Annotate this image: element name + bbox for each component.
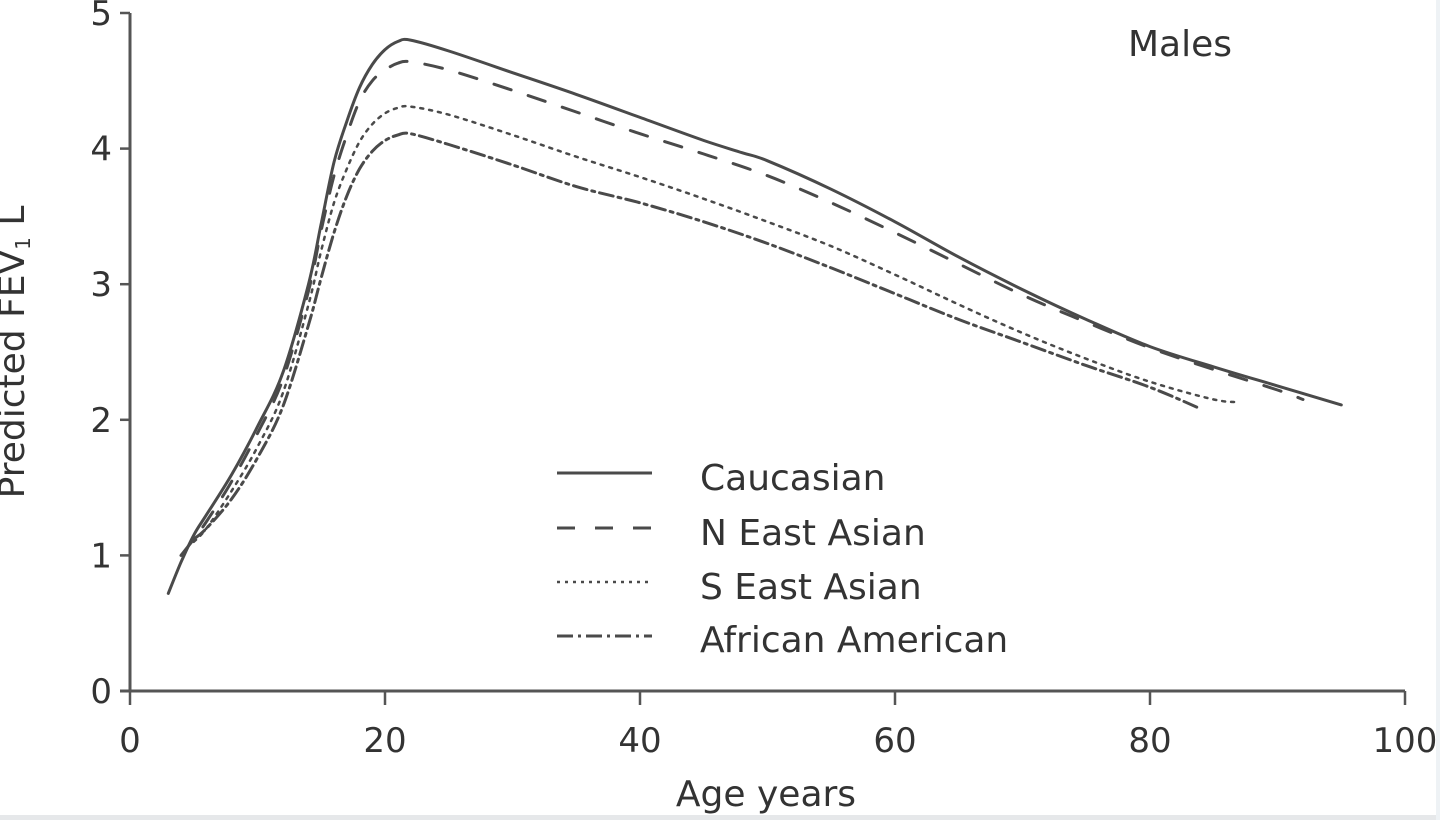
y-tick-label: 5 [90, 0, 112, 34]
series-line-african-american [192, 131, 1203, 541]
legend: Caucasian N East Asian S East Asian Afri… [557, 458, 1008, 661]
x-axis-title: Age years [676, 774, 856, 815]
y-axis-title-subscript: 1 [11, 237, 35, 250]
legend-item-african-american: African American [557, 620, 1008, 661]
x-ticks: 0 20 40 60 80 100 [119, 691, 1437, 761]
legend-item-s-east-asian: S East Asian [557, 567, 922, 608]
legend-label: S East Asian [700, 567, 922, 608]
y-tick-label: 3 [90, 265, 112, 305]
series-lines [166, 37, 1343, 595]
panel-title: Males [1128, 24, 1232, 65]
legend-label: African American [700, 620, 1008, 661]
window-right-edge [1436, 0, 1440, 820]
x-tick-label: 100 [1373, 721, 1438, 761]
y-axis-title: Predicted FEV1 L [0, 206, 35, 499]
y-axis-title-main: Predicted FEV [0, 249, 33, 498]
legend-label: Caucasian [700, 458, 886, 499]
window-bottom-edge [0, 815, 1440, 820]
y-axis-title-unit: L [0, 206, 33, 238]
series-line-caucasian [166, 37, 1343, 595]
y-tick-label: 4 [90, 130, 112, 170]
axes: 0 1 2 3 4 5 0 20 40 60 80 100 [90, 0, 1437, 761]
series-line-s-east-asian [192, 104, 1241, 544]
legend-item-caucasian: Caucasian [557, 458, 886, 499]
y-tick-label: 1 [90, 536, 112, 576]
x-tick-label: 20 [363, 721, 406, 761]
series-line-n-east-asian [179, 59, 1305, 557]
legend-item-n-east-asian: N East Asian [557, 513, 926, 554]
x-tick-label: 0 [119, 721, 141, 761]
y-ticks: 0 1 2 3 4 5 [90, 0, 130, 712]
x-tick-label: 40 [618, 721, 661, 761]
x-tick-label: 60 [873, 721, 916, 761]
y-tick-label: 0 [90, 672, 112, 712]
legend-label: N East Asian [700, 513, 926, 554]
y-tick-label: 2 [90, 401, 112, 441]
x-tick-label: 80 [1128, 721, 1171, 761]
